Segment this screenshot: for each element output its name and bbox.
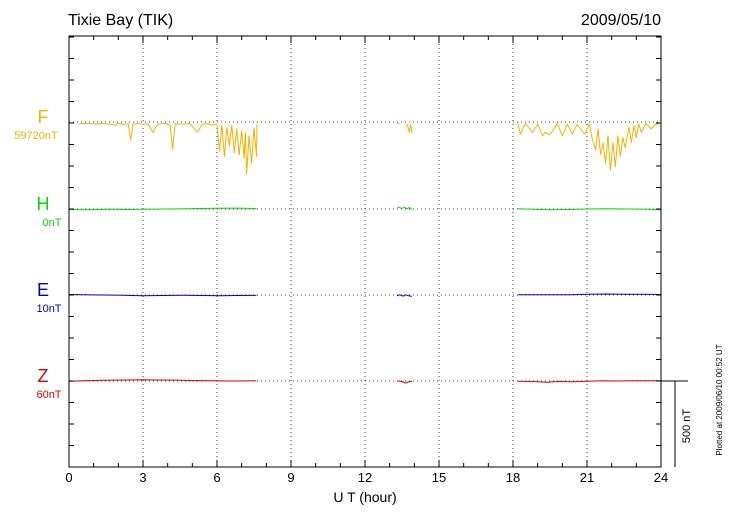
x-axis-label: U T (hour) (333, 489, 396, 505)
series-h-segment-2 (396, 206, 413, 210)
baseline-lines (69, 121, 661, 382)
series-z-segment-3 (517, 380, 661, 383)
plotted-at-note: Plotted at 2009/06/10 00:52 UT (715, 344, 724, 455)
baseline-label-f: 59720nT (14, 130, 58, 142)
series-z-segment-1 (68, 379, 257, 382)
x-tick-label: 15 (432, 470, 446, 485)
baseline-label-h: 0nT (43, 217, 62, 229)
baseline-label-e: 10nT (36, 303, 61, 315)
series-layer (68, 122, 662, 384)
series-f-segment-1 (78, 122, 258, 175)
chart-title: Tixie Bay (TIK) (68, 12, 173, 29)
x-tick-label: 0 (65, 470, 72, 485)
series-f-segment-4 (517, 122, 659, 171)
series-e-segment-3 (517, 293, 662, 296)
x-tick-labels: 0 3 6 9 12 15 18 21 24 (65, 470, 668, 485)
series-e-segment-1 (68, 294, 257, 297)
axis-ticks (68, 36, 662, 468)
series-label-e: E (37, 280, 49, 300)
series-z-segment-2 (396, 380, 412, 384)
scale-bar-label: 500 nT (681, 409, 693, 444)
series-label-f: F (38, 107, 49, 127)
series-h-segment-3 (517, 208, 662, 211)
x-tick-label: 18 (506, 470, 520, 485)
series-h-segment-1 (68, 207, 257, 211)
chart-date: 2009/05/10 (581, 12, 661, 29)
series-label-h: H (37, 194, 50, 214)
x-tick-label: 3 (139, 470, 146, 485)
series-f-segment-3 (406, 123, 413, 133)
x-tick-label: 6 (213, 470, 220, 485)
baseline-label-z: 60nT (36, 389, 61, 401)
x-tick-label: 9 (287, 470, 294, 485)
series-label-z: Z (38, 366, 49, 386)
series-e-segment-2 (396, 294, 412, 297)
x-tick-label: 12 (358, 470, 372, 485)
x-tick-label: 24 (654, 470, 668, 485)
x-tick-label: 21 (580, 470, 594, 485)
